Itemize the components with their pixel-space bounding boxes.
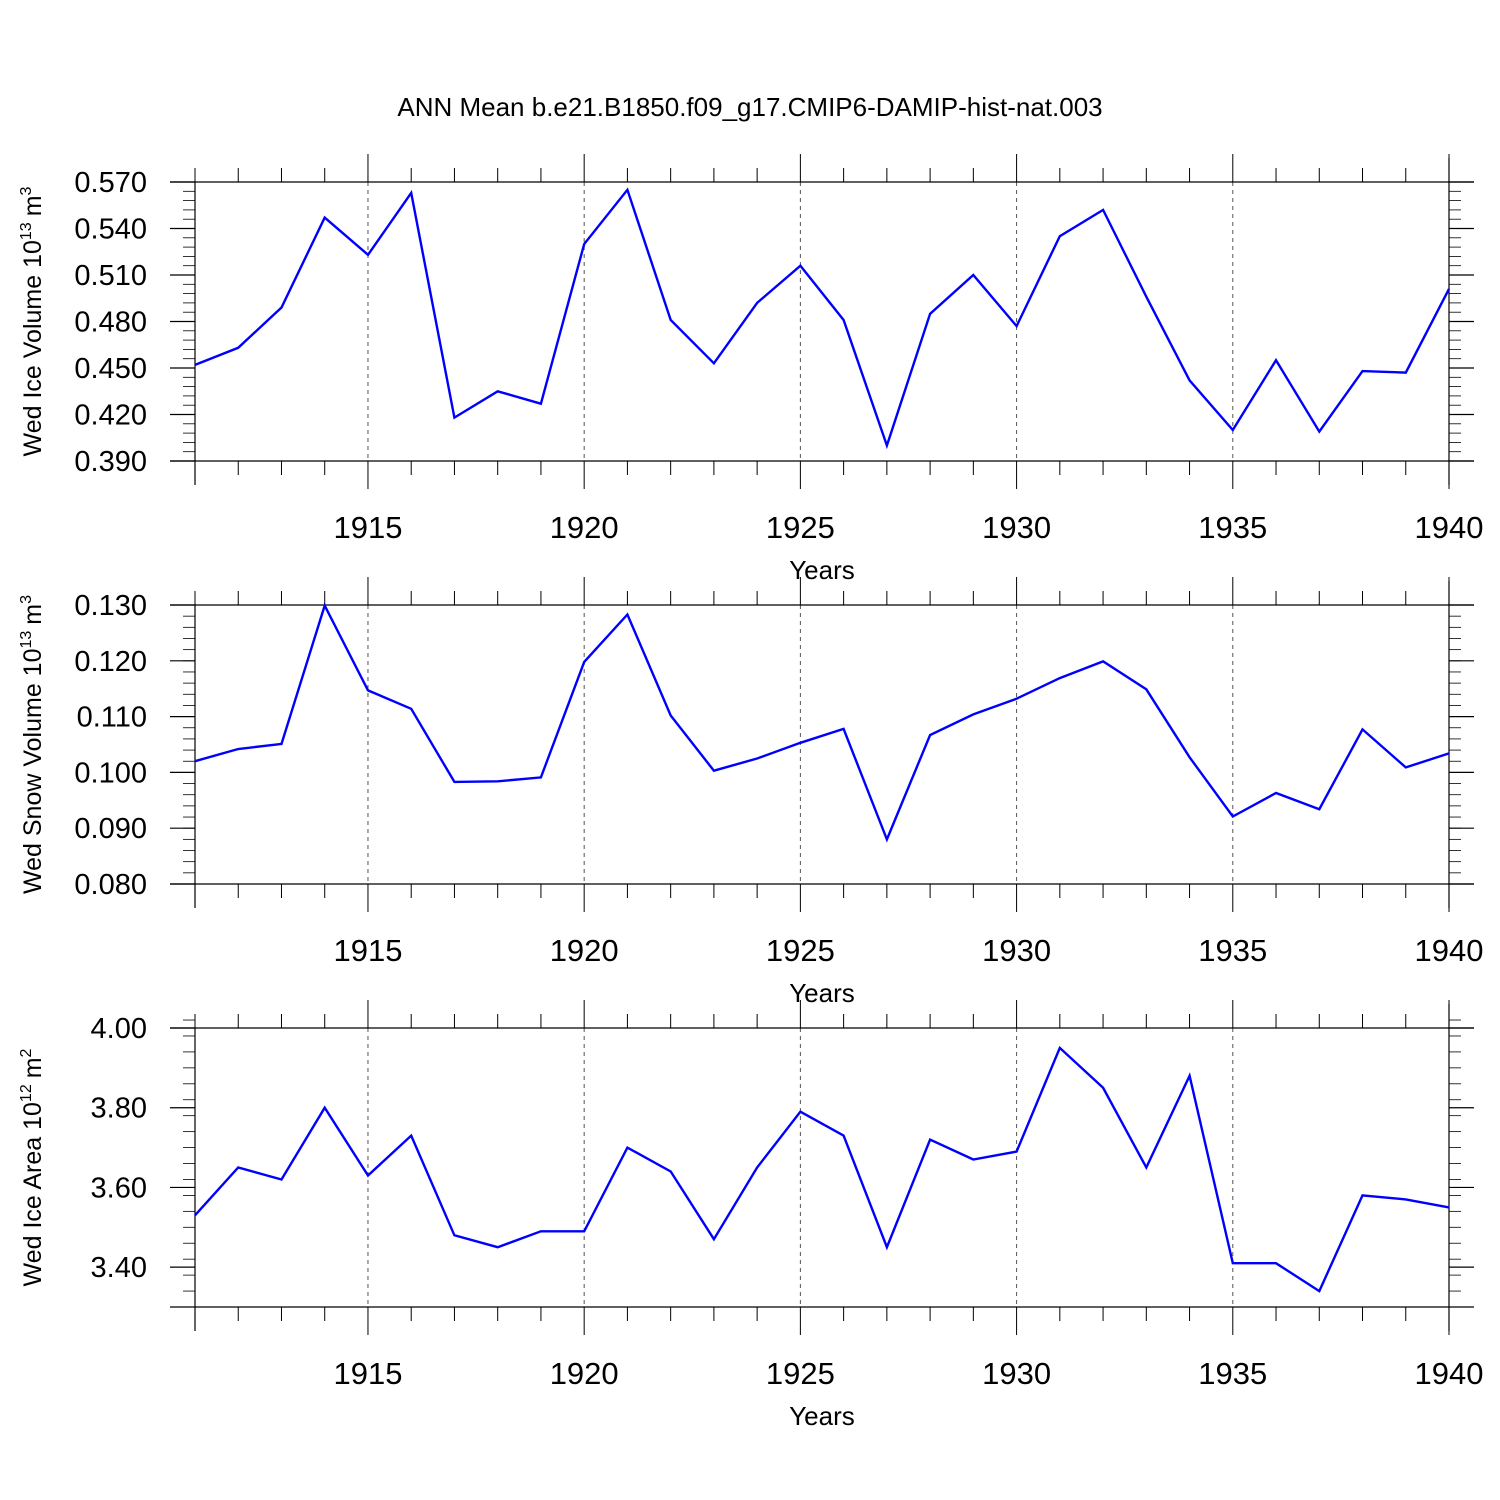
y-tick-label: 0.120 [74,646,147,678]
y-tick-label: 0.540 [74,214,147,246]
y-axis-label-exponent: 12 [18,1084,35,1102]
y-tick-label: 0.510 [74,260,147,292]
y-tick-label: 3.80 [91,1093,147,1125]
series-line [194,1045,1450,1293]
x-tick-label: 1940 [1415,1356,1484,1391]
y-tick-label: 3.40 [91,1252,147,1284]
series-line [194,187,1451,450]
y-axis-label-unit-exponent: 3 [18,186,35,195]
y-tick-label: 0.450 [74,353,147,385]
y-tick-label: 0.480 [74,307,147,339]
x-tick-label: 1940 [1415,933,1484,968]
panel-3: 3.40 3.60 3.80 4.00 1915 1920 1925 1930 1935 1940… [18,1000,1483,1431]
x-tick-label: 1915 [333,933,402,968]
chart-title: ANN Mean b.e21.B1850.f09_g17.CMIP6-DAMIP… [397,92,1103,122]
x-tick-label: 1930 [982,933,1051,968]
series-line [194,602,1450,843]
y-axis-label-text: Wed Ice Area 10 [19,1102,47,1286]
x-tick-label: 1925 [766,933,835,968]
y-axis-label-unit: m [19,604,47,625]
y-tick-label: 0.080 [74,869,147,901]
x-axis-label: Years [789,1401,855,1431]
x-tick-label: 1930 [982,1356,1051,1391]
y-axis-label-text: Wed Snow Volume 10 [19,649,47,895]
y-axis-label: Wed Snow Volume 1013 m3 [18,595,47,894]
x-tick-label: 1920 [550,1356,619,1391]
x-tick-label: 1915 [333,510,402,545]
y-axis-label-unit: m [19,195,47,216]
panels-group: 0.390 0.420 0.450 0.480 0.510 0.540 0.570 1915 1… [18,154,1483,1431]
y-axis-label-unit-exponent: 2 [18,1048,35,1057]
x-tick-label: 1920 [550,510,619,545]
y-axis-label-unit: m [19,1057,47,1078]
x-tick-label: 1920 [550,933,619,968]
y-tick-label: 0.420 [74,400,147,432]
y-axis-label-unit-exponent: 3 [18,595,35,604]
y-tick-label: 0.130 [74,590,147,622]
x-tick-label: 1915 [333,1356,402,1391]
y-axis-label: Wed Ice Volume 1013 m3 [18,186,47,456]
y-tick-label: 3.60 [91,1172,147,1204]
y-axis-label-text: Wed Ice Volume 10 [19,240,47,456]
x-tick-label: 1935 [1198,510,1267,545]
x-tick-label: 1935 [1198,1356,1267,1391]
y-tick-label: 0.110 [77,702,147,734]
x-tick-label: 1935 [1198,933,1267,968]
x-tick-label: 1925 [766,1356,835,1391]
panel-1: 0.390 0.420 0.450 0.480 0.510 0.540 0.570 1915 1… [18,154,1483,585]
y-tick-label: 0.390 [74,446,147,478]
panel-2: 0.080 0.090 0.100 0.110 0.120 0.130 1915 1920 19… [18,577,1483,1008]
x-tick-label: 1925 [766,510,835,545]
y-tick-label: 4.00 [91,1013,147,1045]
x-tick-label: 1940 [1415,510,1484,545]
x-axis-label: Years [789,555,855,585]
y-axis-label: Wed Ice Area 1012 m2 [18,1048,47,1286]
x-tick-label: 1930 [982,510,1051,545]
y-tick-label: 0.100 [74,757,147,789]
x-axis-label: Years [789,978,855,1008]
y-tick-label: 0.570 [74,167,147,199]
y-tick-label: 0.090 [74,813,147,845]
y-axis-label-exponent: 13 [18,631,35,649]
y-axis-label-exponent: 13 [18,222,35,240]
